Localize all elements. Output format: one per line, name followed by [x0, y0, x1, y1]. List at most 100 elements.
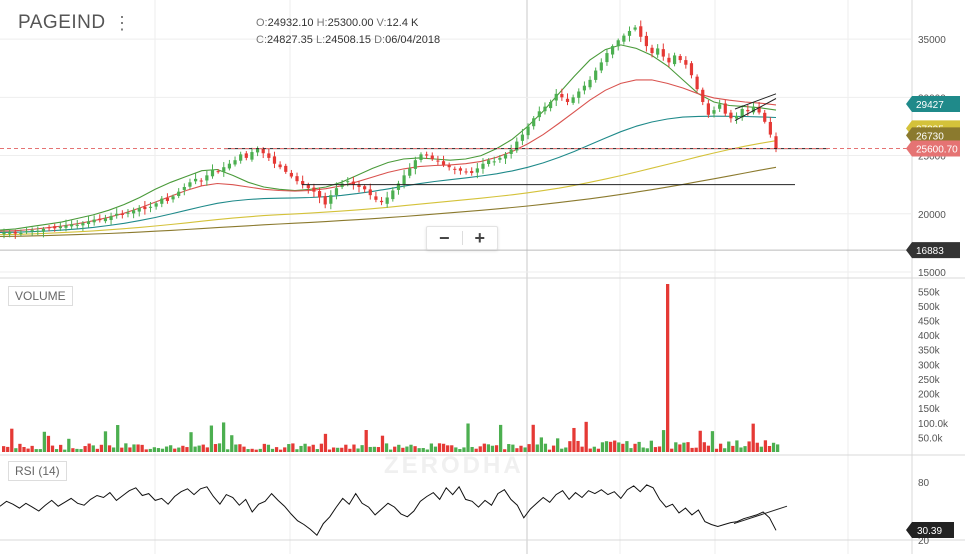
- volume-bar: [437, 443, 442, 452]
- volume-bar: [22, 447, 26, 452]
- volume-bar: [670, 448, 674, 452]
- candle-body: [47, 227, 51, 229]
- date-label: D:: [374, 34, 386, 46]
- price-tag-badge: [906, 140, 960, 157]
- volume-bar: [494, 445, 499, 452]
- price-tick-label: 20000: [918, 210, 946, 221]
- candle-body: [323, 196, 327, 205]
- volume-bar: [352, 444, 356, 452]
- volume-bar: [604, 441, 609, 452]
- volume-bar: [42, 431, 47, 452]
- volume-bar: [490, 445, 495, 452]
- candle-body: [571, 97, 575, 103]
- volume-bar: [405, 446, 409, 452]
- volume-bar: [156, 448, 161, 452]
- moving-average-line: [0, 44, 777, 231]
- volume-bar: [478, 446, 482, 452]
- candle-body: [75, 224, 79, 226]
- volume-bar: [230, 435, 234, 452]
- candle-body: [599, 62, 603, 71]
- candle-body: [768, 121, 772, 135]
- volume-bar: [547, 449, 552, 452]
- volume-bar: [462, 447, 466, 452]
- volume-bar: [99, 444, 104, 452]
- volume-bar: [515, 448, 519, 452]
- candle-body: [261, 148, 265, 154]
- volume-bar: [710, 431, 715, 452]
- volume-bar: [111, 447, 116, 452]
- volume-bar: [46, 435, 51, 452]
- candle-body: [740, 108, 744, 118]
- price-tag-badge: [906, 242, 960, 259]
- volume-bar: [523, 447, 527, 452]
- low-value: 24508.15: [325, 34, 372, 46]
- volume-bar: [238, 444, 242, 452]
- volume-bar: [531, 424, 535, 452]
- volume-bar: [527, 444, 531, 452]
- volume-bar: [397, 444, 401, 452]
- moving-average-line: [0, 140, 777, 236]
- volume-bar: [246, 449, 250, 452]
- volume-bar: [307, 446, 311, 452]
- candle-body: [188, 182, 192, 187]
- volume-bar: [776, 444, 780, 452]
- candle-body: [706, 103, 710, 115]
- zoom-in-button[interactable]: +: [474, 228, 485, 248]
- candle-body: [2, 232, 6, 235]
- volume-bar: [413, 446, 417, 452]
- volume-bar: [71, 448, 75, 452]
- volume-bar: [384, 443, 389, 452]
- volume-bar: [425, 449, 429, 452]
- volume-bar: [613, 440, 617, 452]
- candle-body: [453, 168, 457, 170]
- volume-bar: [6, 446, 10, 452]
- candle-body: [92, 219, 96, 223]
- volume-bar: [572, 427, 576, 452]
- volume-bar: [254, 449, 258, 452]
- volume-bar: [173, 448, 177, 452]
- candle-body: [751, 106, 756, 113]
- volume-bar: [433, 446, 438, 452]
- candle-body: [498, 157, 502, 160]
- volume-bar: [755, 442, 759, 452]
- volume-bar: [649, 440, 653, 452]
- volume-bar: [702, 442, 706, 452]
- candle-body: [413, 160, 417, 169]
- candle-body: [329, 195, 333, 204]
- volume-bar: [18, 443, 22, 452]
- candle-body: [109, 216, 113, 221]
- volume-bar: [144, 449, 148, 452]
- volume-bar: [735, 440, 739, 452]
- volume-bar: [266, 444, 271, 452]
- volume-bar: [564, 447, 568, 452]
- price-tag-badge: [906, 96, 960, 113]
- volume-bar: [743, 446, 747, 452]
- date-value: 06/04/2018: [385, 34, 441, 46]
- volume-bar: [592, 446, 596, 452]
- rsi-tick-label: 20: [918, 536, 930, 547]
- volume-bar: [458, 449, 462, 452]
- volume-bar: [201, 444, 205, 452]
- volume-bar: [714, 448, 719, 452]
- volume-bar: [2, 446, 6, 452]
- candle-body: [103, 218, 108, 222]
- candle-body: [250, 152, 254, 160]
- candle-body: [763, 112, 767, 122]
- volume-bar: [177, 447, 181, 452]
- volume-bar: [454, 447, 458, 452]
- candle-body: [244, 153, 248, 158]
- price-tag-label: 25600.70: [916, 145, 958, 156]
- volume-bar: [356, 448, 360, 452]
- candle-body: [391, 190, 395, 200]
- candle-body: [334, 188, 339, 195]
- kebab-menu-icon[interactable]: ⋮: [113, 13, 131, 33]
- candle-body: [633, 27, 637, 30]
- candle-body: [639, 26, 643, 37]
- candle-body: [605, 53, 609, 63]
- volume-bar: [498, 424, 503, 452]
- volume-bar: [409, 444, 413, 452]
- volume-bar: [136, 444, 140, 452]
- volume-bar: [348, 448, 352, 452]
- zoom-out-button[interactable]: −: [438, 228, 450, 248]
